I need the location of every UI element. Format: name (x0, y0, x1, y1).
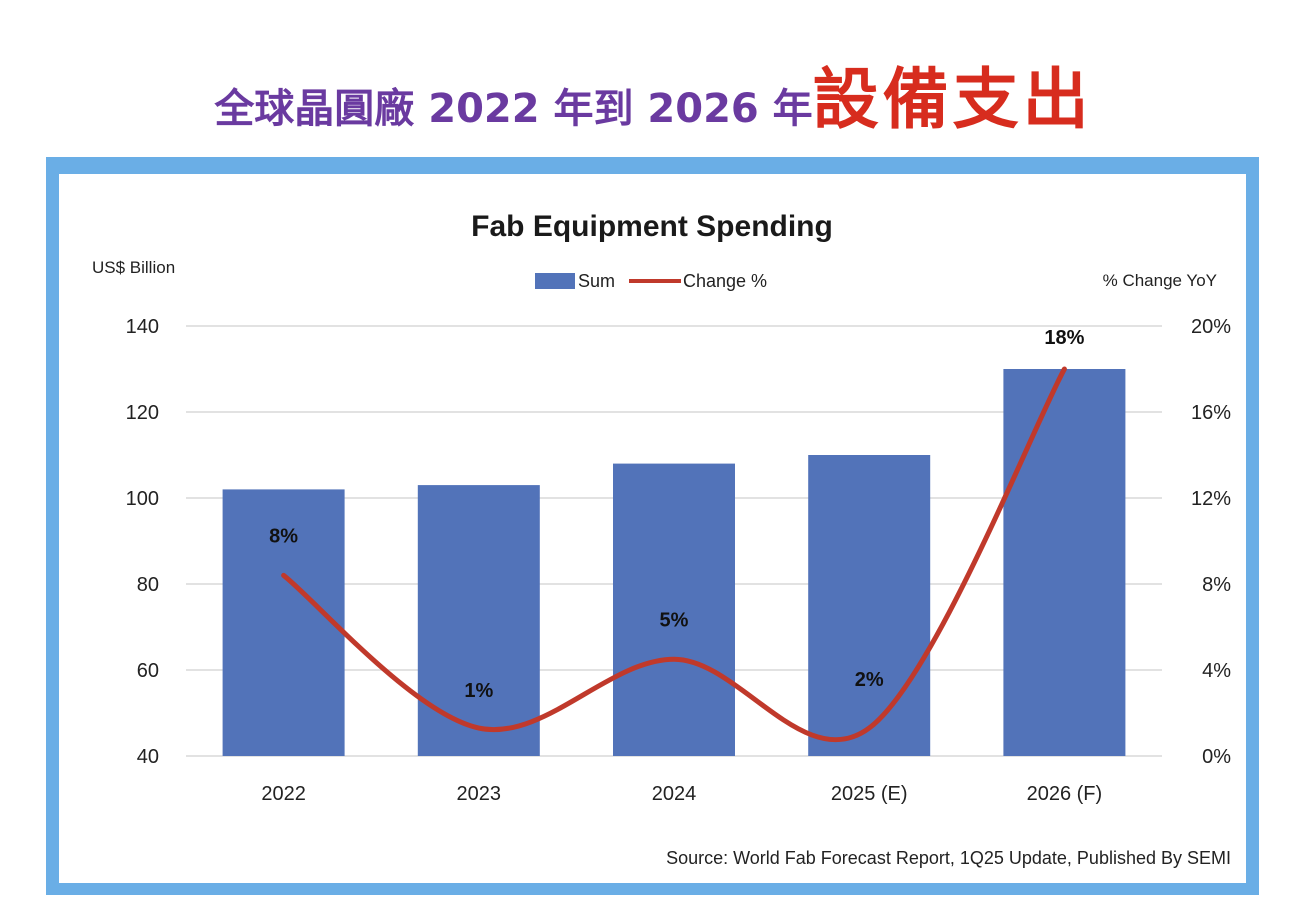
bar (222, 489, 345, 756)
data-label: 18% (1044, 327, 1084, 349)
legend-swatch-sum (535, 273, 575, 289)
left-tick-label: 40 (137, 746, 159, 768)
right-tick-label: 12% (1191, 488, 1231, 510)
left-axis-label: US$ Billion (92, 258, 175, 277)
data-label: 2% (855, 669, 884, 691)
x-tick-label: 2025 (E) (831, 783, 908, 805)
left-tick-label: 120 (126, 402, 159, 424)
chart-frame: Fab Equipment Spending US$ Billion % Cha… (46, 157, 1259, 895)
left-tick-label: 80 (137, 574, 159, 596)
legend: Sum Change % (535, 271, 767, 291)
data-label: 1% (464, 680, 493, 702)
right-tick-label: 8% (1202, 574, 1231, 596)
left-tick-label: 140 (126, 316, 159, 338)
headline-emphasis: 設備支出 (812, 61, 1093, 138)
right-axis-label: % Change YoY (1103, 271, 1217, 290)
right-tick-label: 4% (1202, 660, 1231, 682)
legend-label-change: Change % (683, 271, 767, 291)
right-tick-label: 16% (1191, 402, 1231, 424)
x-tick-label: 2026 (F) (1027, 783, 1103, 805)
bar (808, 455, 931, 756)
chart-panel: Fab Equipment Spending US$ Billion % Cha… (57, 172, 1248, 885)
bar (417, 485, 540, 756)
left-tick-label: 60 (137, 660, 159, 682)
data-label: 8% (269, 525, 298, 547)
bar (613, 463, 735, 756)
right-tick-label: 0% (1202, 746, 1231, 768)
left-tick-label: 100 (126, 488, 159, 510)
x-tick-label: 2022 (261, 783, 306, 805)
chart: Fab Equipment Spending US$ Billion % Cha… (92, 210, 1231, 868)
chart-title: Fab Equipment Spending (471, 210, 833, 243)
right-tick-label: 20% (1191, 316, 1231, 338)
bar (1003, 369, 1126, 756)
source-note: Source: World Fab Forecast Report, 1Q25 … (666, 848, 1231, 868)
x-tick-label: 2023 (457, 783, 502, 805)
change-line (281, 366, 1067, 743)
x-tick-label: 2024 (652, 783, 697, 805)
page-headline: 全球晶圓廠 2022 年到 2026 年設備支出 (0, 46, 1307, 142)
headline-lead: 全球晶圓廠 2022 年到 2026 年 (214, 86, 813, 132)
data-label: 5% (660, 609, 689, 631)
legend-label-sum: Sum (578, 271, 615, 291)
